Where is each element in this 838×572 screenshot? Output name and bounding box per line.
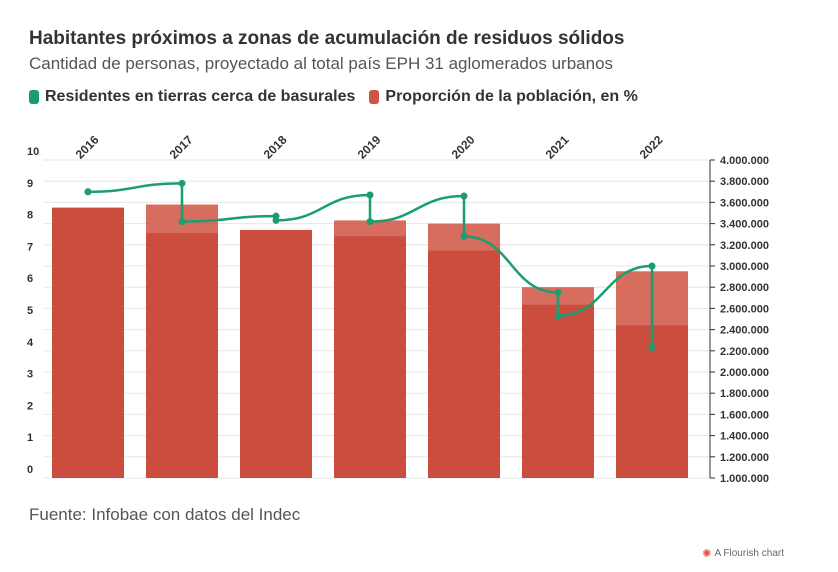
x-axis-tick-label: 2017	[167, 133, 196, 162]
source-note: Fuente: Infobae con datos del Indec	[29, 505, 301, 524]
chart-subtitle: Cantidad de personas, proyectado al tota…	[29, 54, 614, 73]
right-axis-tick-label: 3.400.000	[720, 219, 769, 231]
left-axis-tick-label: 1	[27, 432, 33, 444]
point-2022-s1	[648, 262, 656, 270]
legend-swatch-residentes	[29, 90, 39, 104]
right-axis-tick-label: 3.800.000	[720, 176, 769, 188]
left-axis-tick-label: 10	[27, 146, 39, 158]
x-axis-tick-label: 2019	[355, 133, 384, 162]
point-2021-s2	[554, 312, 562, 320]
left-axis-tick-label: 2	[27, 400, 33, 412]
left-axis-tick-label: 5	[27, 305, 33, 317]
left-axis-tick-label: 0	[27, 464, 33, 476]
point-2020-s2	[460, 232, 468, 240]
right-axis-tick-label: 1.600.000	[720, 409, 769, 421]
legend-item-proporcion[interactable]: Proporción de la población, en %	[369, 88, 638, 106]
x-axis-tick-label: 2016	[73, 133, 102, 162]
point-2018-s2	[272, 216, 280, 224]
right-axis-tick-label: 1.000.000	[720, 473, 769, 485]
legend-item-residentes[interactable]: Residentes en tierras cerca de basurales	[29, 88, 355, 106]
legend-label-residentes: Residentes en tierras cerca de basurales	[45, 88, 356, 105]
right-axis-tick-label: 4.000.000	[720, 155, 769, 167]
legend: Residentes en tierras cerca de basurales…	[29, 88, 638, 106]
left-axis-tick-label: 4	[27, 337, 34, 349]
point-2016-s2	[84, 188, 92, 196]
bar-2019-s2	[334, 236, 406, 478]
legend-label-proporcion: Proporción de la población, en %	[385, 88, 638, 105]
point-2021-s1	[554, 289, 562, 296]
chart-title: Habitantes próximos a zonas de acumulaci…	[29, 28, 625, 49]
right-axis-tick-label: 2.800.000	[720, 282, 769, 294]
right-axis-tick-label: 1.200.000	[720, 452, 769, 464]
right-axis-tick-label: 3.600.000	[720, 197, 769, 209]
point-2017-s1	[178, 179, 186, 187]
left-axis-tick-label: 6	[27, 273, 33, 285]
x-axis-tick-label: 2021	[543, 133, 572, 162]
left-axis-tick-label: 3	[27, 369, 33, 381]
right-axis-tick-label: 1.400.000	[720, 431, 769, 443]
left-axis-tick-label: 7	[27, 241, 33, 253]
right-axis-tick-label: 2.200.000	[720, 346, 769, 358]
x-axis-tick-label: 2022	[637, 133, 666, 162]
left-axis-tick-label: 9	[27, 178, 33, 190]
bar-2016-s2	[52, 207, 124, 478]
x-axis-tick-label: 2018	[261, 133, 290, 162]
flourish-credit[interactable]: ✺ A Flourish chart	[702, 547, 784, 560]
legend-swatch-proporcion	[369, 90, 380, 104]
flourish-credit-label: A Flourish chart	[714, 548, 784, 559]
right-axis-tick-label: 2.000.000	[720, 367, 769, 379]
point-2019-s1	[366, 191, 374, 199]
bar-2017-s2	[146, 233, 218, 478]
right-axis-tick-label: 3.000.000	[720, 261, 769, 273]
bar-2021-s2	[522, 304, 594, 478]
right-axis-tick-label: 2.400.000	[720, 325, 769, 337]
right-axis-tick-label: 1.800.000	[720, 388, 769, 400]
right-axis-tick-label: 2.600.000	[720, 303, 769, 315]
right-axis-tick-label: 3.200.000	[720, 240, 769, 252]
point-2020-s1	[460, 192, 468, 200]
bar-2020-s2	[428, 250, 500, 478]
point-2017-s2	[178, 217, 186, 225]
point-2022-s2	[648, 344, 656, 352]
x-axis-tick-label: 2020	[449, 133, 478, 162]
bar-2018-s2	[240, 229, 312, 478]
left-axis-tick-label: 8	[27, 210, 33, 222]
point-2019-s2	[366, 217, 374, 225]
flourish-logo-icon: ✺	[702, 548, 712, 560]
